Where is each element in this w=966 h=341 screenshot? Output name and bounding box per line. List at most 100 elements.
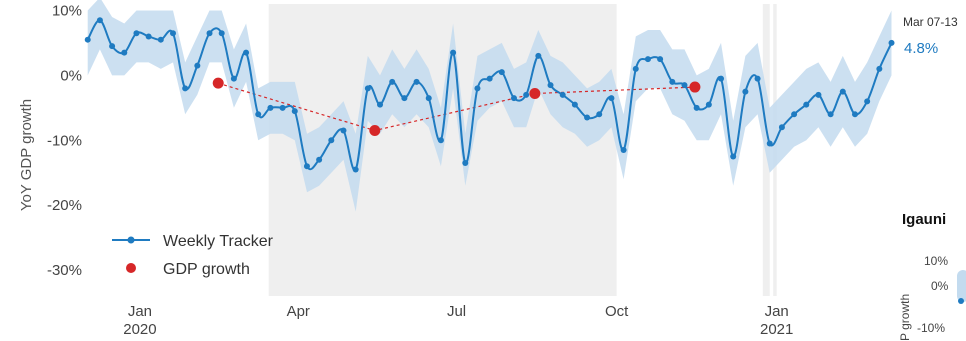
gdp-growth-point	[212, 77, 224, 89]
x-tick-label: Jul	[447, 303, 466, 320]
weekly-tracker-point	[718, 75, 725, 82]
latest-value-label: 4.8%	[904, 40, 938, 57]
weekly-tracker-point	[401, 95, 408, 102]
weekly-tracker-point	[340, 127, 347, 134]
weekly-tracker-point	[364, 85, 371, 92]
weekly-tracker-point	[462, 159, 469, 166]
weekly-tracker-point	[754, 75, 761, 82]
weekly-tracker-point	[730, 153, 737, 160]
weekly-tracker-point	[742, 88, 749, 95]
weekly-tracker-point	[316, 156, 323, 163]
weekly-tracker-point	[145, 33, 152, 40]
weekly-tracker-point	[377, 101, 384, 108]
weekly-tracker-point	[888, 39, 895, 46]
legend-gdp-label: GDP growth	[163, 261, 250, 278]
weekly-tracker-point	[303, 163, 310, 170]
weekly-tracker-point	[206, 30, 213, 37]
weekly-tracker-point	[425, 95, 432, 102]
weekly-tracker-point	[255, 111, 262, 118]
weekly-tracker-point	[498, 69, 505, 76]
weekly-tracker-point	[791, 111, 798, 118]
side-point-fragment	[958, 298, 964, 304]
weekly-tracker-point	[218, 30, 225, 37]
weekly-tracker-point	[413, 78, 420, 85]
weekly-tracker-point	[279, 104, 286, 111]
weekly-tracker-point	[84, 36, 91, 43]
weekly-tracker-point	[133, 30, 140, 37]
weekly-tracker-point	[267, 104, 274, 111]
weekly-tracker-point	[194, 62, 201, 69]
weekly-tracker-point	[523, 91, 530, 98]
gdp-growth-point	[369, 125, 381, 137]
weekly-tracker-point	[169, 30, 176, 37]
weekly-tracker-point	[803, 101, 810, 108]
latest-period-label: Mar 07-13	[903, 15, 958, 29]
weekly-tracker-point	[669, 78, 676, 85]
confidence-band	[87, 0, 892, 212]
legend-tracker-label: Weekly Tracker	[163, 233, 274, 250]
gdp-growth-series	[212, 77, 701, 137]
confidence-band-area	[87, 0, 892, 212]
weekly-tracker-point	[243, 49, 250, 56]
y-tick-label: -30%	[47, 262, 82, 279]
weekly-tracker-series	[84, 17, 895, 173]
weekly-tracker-point	[474, 85, 481, 92]
y-axis-label: YoY GDP growth	[18, 99, 35, 211]
weekly-tracker-point	[766, 140, 773, 147]
weekly-tracker-point	[291, 108, 298, 115]
weekly-tracker-point	[851, 111, 858, 118]
x-tick-year-label: 2021	[760, 321, 793, 338]
weekly-tracker-point	[876, 65, 883, 72]
weekly-tracker-point	[596, 111, 603, 118]
weekly-tracker-point	[437, 137, 444, 144]
y-tick-label: 0%	[60, 67, 82, 84]
weekly-tracker-point	[535, 52, 542, 59]
weekly-tracker-point	[328, 137, 335, 144]
weekly-tracker-point	[486, 75, 493, 82]
side-chart-title: Igauni	[902, 211, 946, 228]
weekly-tracker-point	[352, 166, 359, 173]
side-ylabel-fragment: P growth	[898, 294, 912, 341]
x-tick-label: Jan	[128, 303, 152, 320]
weekly-tracker-point	[510, 95, 517, 102]
weekly-tracker-point	[571, 101, 578, 108]
weekly-tracker-point	[693, 104, 700, 111]
weekly-tracker-point	[644, 56, 651, 63]
weekly-tracker-point	[657, 56, 664, 63]
weekly-tracker-point	[815, 91, 822, 98]
x-tick-label: Oct	[605, 303, 629, 320]
weekly-tracker-point	[121, 49, 128, 56]
weekly-tracker-point	[827, 111, 834, 118]
y-tick-label: -10%	[47, 132, 82, 149]
weekly-tracker-point	[681, 82, 688, 89]
gdp-growth-point	[689, 81, 701, 93]
side-ytick-minus10: -10%	[917, 321, 945, 335]
side-ytick-0: 0%	[931, 279, 949, 293]
y-tick-label: 10%	[52, 2, 82, 19]
side-ytick-10: 10%	[924, 254, 948, 268]
weekly-tracker-point	[839, 88, 846, 95]
weekly-tracker-point	[182, 85, 189, 92]
x-tick-label: Apr	[287, 303, 310, 320]
legend: Weekly Tracker GDP growth	[112, 233, 274, 278]
weekly-tracker-point	[389, 78, 396, 85]
weekly-tracker-point	[157, 36, 164, 43]
weekly-tracker-point	[96, 17, 103, 24]
weekly-tracker-point	[109, 43, 116, 50]
weekly-tracker-point	[608, 95, 615, 102]
y-axis-ticks: 10% 0% -10% -20% -30%	[47, 2, 82, 279]
weekly-tracker-point	[620, 147, 627, 153]
weekly-tracker-point	[559, 91, 566, 98]
y-tick-label: -20%	[47, 197, 82, 214]
weekly-tracker-point	[864, 98, 871, 105]
x-tick-year-label: 2020	[123, 321, 156, 338]
gdp-growth-point	[529, 88, 541, 100]
weekly-tracker-point	[450, 49, 457, 56]
side-band-fragment	[957, 270, 966, 302]
x-tick-label: Jan	[765, 303, 789, 320]
weekly-tracker-point	[547, 82, 554, 89]
weekly-tracker-point	[632, 65, 639, 72]
weekly-tracker-point	[230, 75, 237, 82]
